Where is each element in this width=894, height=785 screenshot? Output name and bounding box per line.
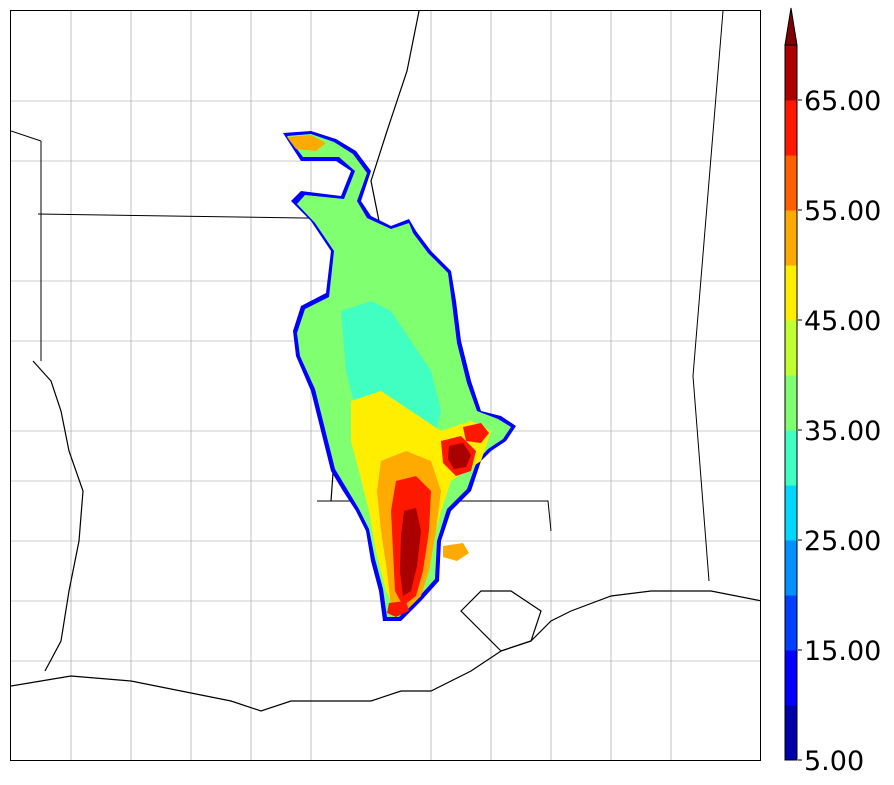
colorbar-tick-label: 45.00: [804, 306, 881, 337]
colorbar-bin: [785, 265, 797, 321]
colorbar-bin: [785, 320, 797, 376]
colorbar-tick-label: 35.00: [804, 416, 881, 447]
colorbar-bin: [785, 540, 797, 596]
colorbar-tick-label: 65.00: [804, 86, 881, 117]
precipitation-map: [10, 10, 761, 761]
colorbar-bin: [785, 100, 797, 156]
precip-blob-e: [443, 543, 469, 561]
colorbar-tick-label: 55.00: [804, 196, 881, 227]
precip-core-east-dark: [448, 443, 471, 469]
precip-field: [283, 131, 516, 621]
precip-blob-s: [387, 601, 409, 617]
colorbar-bin: [785, 430, 797, 486]
precip-darkred: [400, 508, 421, 596]
colorbar-bins: [784, 44, 798, 761]
colorbar: 5.00 15.00 25.00 35.00 45.00 55.00 65.00: [784, 7, 881, 777]
colorbar-bin: [785, 705, 797, 761]
precip-blob-ne: [463, 423, 489, 443]
colorbar-bin: [785, 650, 797, 706]
colorbar-tick-label: 15.00: [804, 636, 881, 667]
colorbar-ticks: 5.00 15.00 25.00 35.00 45.00 55.00 65.00: [798, 86, 881, 777]
colorbar-extend-triangle: [784, 7, 798, 46]
colorbar-tick-label: 5.00: [804, 746, 864, 777]
colorbar-bin: [785, 375, 797, 431]
colorbar-bin: [785, 155, 797, 211]
colorbar-bin: [785, 595, 797, 651]
precip-blob-n: [287, 135, 326, 151]
colorbar-bin: [785, 485, 797, 541]
coastline: [11, 360, 760, 712]
colorbar-bin: [785, 45, 797, 101]
colorbar-bin: [785, 210, 797, 266]
map-canvas: [11, 11, 760, 760]
colorbar-tick-label: 25.00: [804, 526, 881, 557]
